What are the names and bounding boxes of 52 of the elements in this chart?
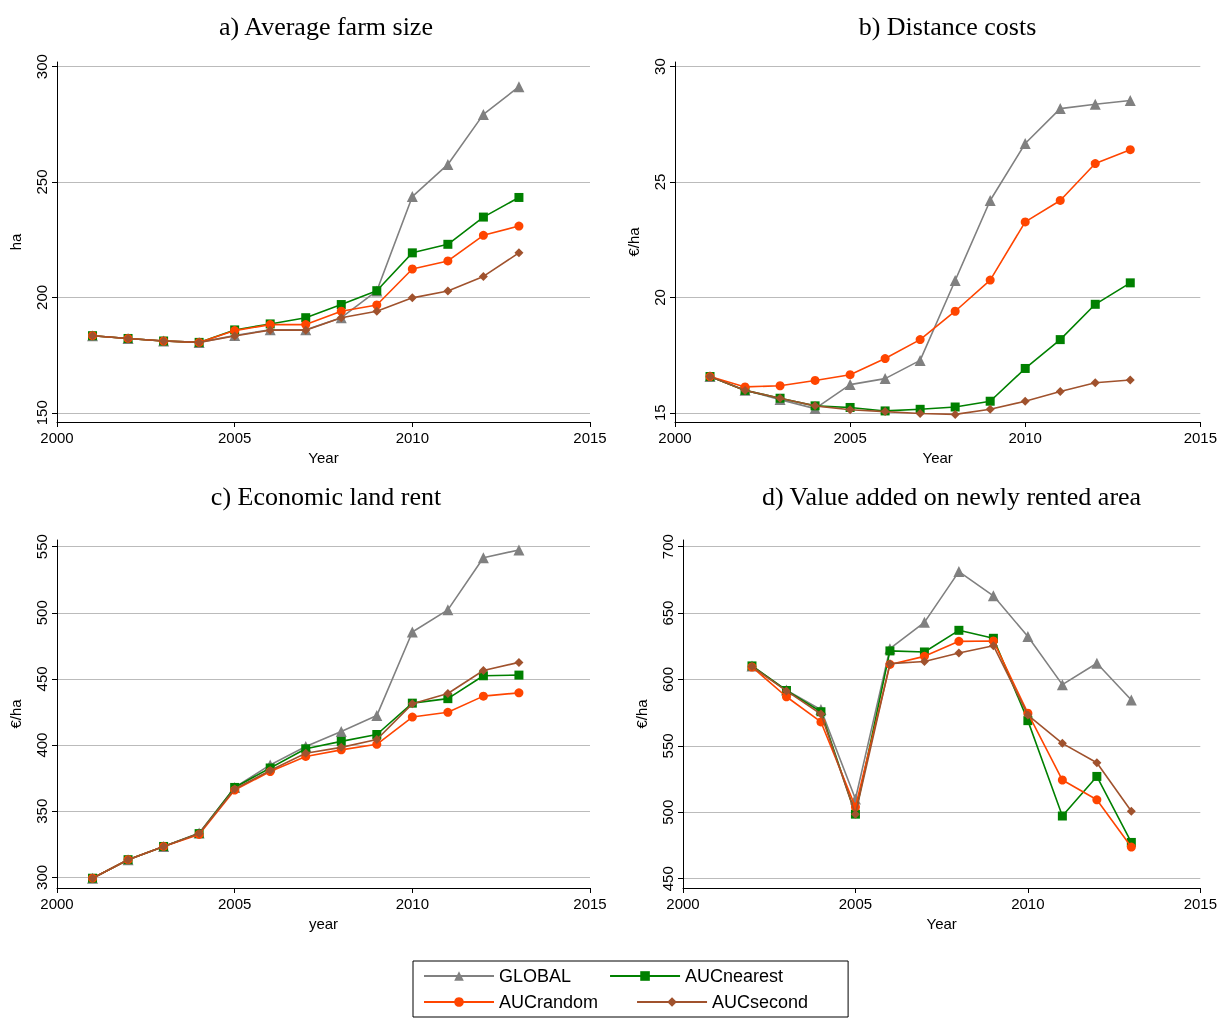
x-tick-label: 2010: [395, 895, 430, 912]
x-axis-title: Year: [308, 449, 339, 466]
x-tick-label: 2000: [658, 429, 692, 446]
chart-title: b) Distance costs: [858, 11, 1037, 41]
x-tick-label: 2000: [40, 895, 74, 912]
y-tick-label: 650: [659, 600, 676, 626]
y-tick-label: 500: [33, 600, 50, 626]
x-tick-label: 2005: [217, 895, 252, 912]
chart-title: a) Average farm size: [219, 11, 433, 41]
y-tick-label: 200: [33, 284, 50, 310]
chart-title: d) Value added on newly rented area: [761, 481, 1142, 511]
y-tick-label: 700: [659, 534, 676, 560]
legend-label: GLOBAL: [499, 966, 601, 986]
y-axis-title: ha: [7, 233, 24, 251]
legend-label: AUCnearest: [685, 966, 814, 986]
y-tick-label: 30: [651, 58, 668, 75]
y-tick-label: 300: [33, 864, 50, 890]
legend-label: AUCsecond: [712, 992, 839, 1012]
y-tick-label: 450: [659, 866, 676, 892]
x-tick-label: 2010: [1008, 429, 1042, 446]
y-axis-title: €/ha: [625, 226, 642, 257]
x-tick-label: 2000: [40, 429, 74, 446]
x-tick-label: 2015: [573, 895, 607, 912]
y-axis-title: €/ha: [7, 698, 24, 729]
x-tick-label: 2010: [1011, 895, 1045, 912]
y-tick-label: 550: [659, 733, 676, 759]
x-axis-title: Year: [922, 449, 953, 466]
y-tick-label: 400: [33, 732, 50, 758]
x-tick-label: 2005: [217, 429, 252, 446]
chart-title: c) Economic land rent: [210, 481, 442, 511]
y-tick-label: 20: [651, 289, 668, 306]
x-axis-title: year: [308, 915, 339, 932]
y-tick-label: 25: [651, 173, 668, 191]
y-tick-label: 300: [33, 54, 50, 80]
y-tick-label: 550: [33, 534, 50, 560]
y-tick-label: 350: [33, 798, 50, 824]
y-tick-label: 250: [33, 169, 50, 195]
y-tick-label: 500: [659, 799, 676, 825]
x-tick-label: 2010: [395, 429, 430, 446]
x-tick-label: 2015: [1183, 429, 1217, 446]
x-tick-label: 2005: [833, 429, 867, 446]
x-tick-label: 2015: [1183, 895, 1217, 912]
x-tick-label: 2005: [838, 895, 873, 912]
y-tick-label: 150: [33, 400, 50, 426]
y-tick-label: 600: [659, 666, 676, 692]
x-tick-label: 2015: [573, 429, 607, 446]
legend-label: AUCrandom: [499, 992, 629, 1012]
x-tick-label: 2000: [666, 895, 700, 912]
y-tick-label: 450: [33, 666, 50, 692]
y-tick-label: 15: [651, 404, 668, 422]
y-axis-title: €/ha: [633, 698, 650, 729]
x-axis-title: Year: [926, 915, 957, 932]
